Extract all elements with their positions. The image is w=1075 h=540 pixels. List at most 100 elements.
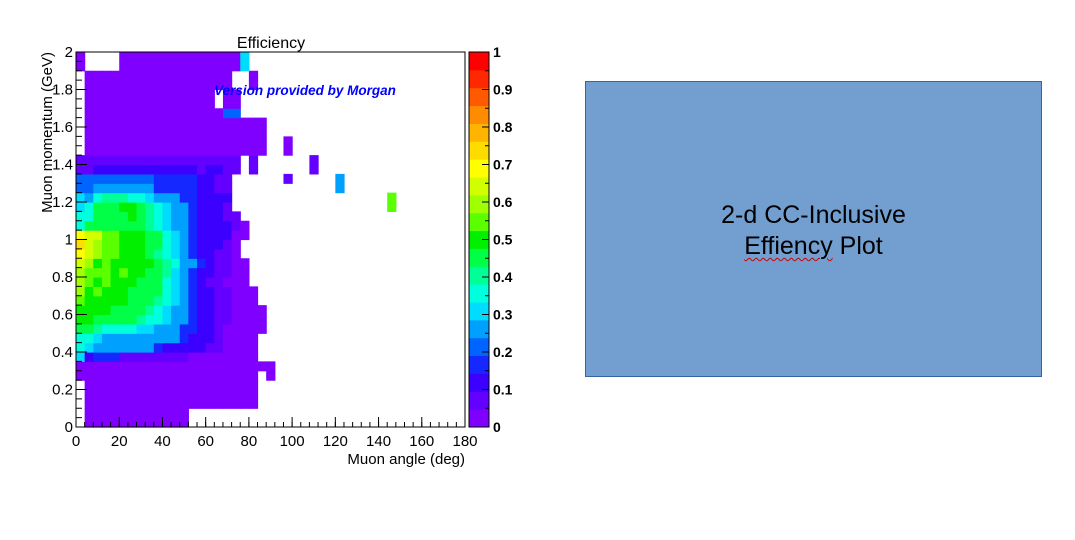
heatmap-cell (222, 183, 233, 194)
heatmap-cell (162, 173, 172, 184)
heatmap-cell (110, 192, 120, 203)
color-scale-band (469, 266, 489, 285)
heatmap-cell (84, 155, 94, 166)
heatmap-cell (179, 202, 189, 212)
heatmap-cell (136, 361, 146, 372)
heatmap-cell (162, 136, 172, 147)
heatmap-cell (257, 136, 267, 147)
heatmap-cell (127, 258, 138, 269)
heatmap-cell (188, 155, 198, 166)
heatmap-cell (145, 398, 155, 409)
heatmap-cell (101, 202, 112, 212)
heatmap-cell (188, 192, 198, 203)
heatmap-cell (145, 61, 155, 72)
heatmap-cell (179, 295, 189, 306)
heatmap-cell (101, 239, 112, 250)
heatmap-cell (171, 136, 181, 147)
heatmap-cell (93, 408, 103, 419)
heatmap-cell (119, 202, 129, 212)
heatmap-cell (119, 277, 129, 287)
heatmap-cell (93, 173, 103, 184)
heatmap-cell (153, 61, 164, 72)
heatmap-cell (179, 230, 189, 241)
heatmap-cell (84, 398, 94, 409)
heatmap-cell (240, 230, 250, 241)
heatmap-cell (127, 352, 138, 362)
heatmap-cell (119, 398, 129, 409)
heatmap-cell (214, 314, 224, 325)
heatmap-cell (93, 70, 103, 81)
heatmap-cell (197, 89, 207, 100)
heatmap-cell (162, 108, 172, 119)
heatmap-cell (145, 248, 155, 259)
heatmap-cell (136, 352, 146, 362)
heatmap-cell (214, 155, 224, 166)
heatmap-cell (197, 267, 207, 278)
heatmap-cell (205, 202, 215, 212)
x-axis: 0 20 40 60 80 100 120 140 160 180 (72, 417, 478, 450)
color-scale-band (469, 52, 489, 71)
heatmap-cell (171, 173, 181, 184)
heatmap-cell (119, 333, 129, 344)
heatmap-cell (248, 155, 259, 166)
heatmap-cell (162, 145, 172, 156)
heatmap-cell (84, 89, 94, 100)
heatmap-cell (171, 305, 181, 316)
heatmap-cell (205, 286, 215, 297)
heatmap-cell (136, 164, 146, 175)
heatmap-cell (136, 248, 146, 259)
heatmap-cell (110, 314, 120, 325)
heatmap-cell (127, 183, 138, 194)
heatmap-cell (214, 267, 224, 278)
color-scale-tick-label: 1 (493, 44, 501, 60)
heatmap-cell (84, 183, 94, 194)
heatmap-cell (145, 277, 155, 287)
heatmap-cell (171, 258, 181, 269)
heatmap-cell (248, 333, 259, 344)
heatmap-cell (179, 70, 189, 81)
heatmap-cell (93, 398, 103, 409)
heatmap-cell (110, 183, 120, 194)
heatmap-cell (127, 117, 138, 128)
heatmap-cell (110, 361, 120, 372)
heatmap-cell (110, 352, 120, 362)
heatmap-cell (93, 136, 103, 147)
heatmap-cell (136, 277, 146, 287)
y-tick-label: 0 (65, 419, 73, 436)
heatmap-cell (188, 70, 198, 81)
heatmap-cell (214, 61, 224, 72)
heatmap-cell (153, 389, 164, 400)
heatmap-cell (127, 389, 138, 400)
heatmap-cell (240, 380, 250, 391)
heatmap-cell (179, 417, 189, 428)
heatmap-cell (153, 295, 164, 306)
heatmap-cell (84, 314, 94, 325)
heatmap-cell (222, 258, 233, 269)
heatmap-cell (179, 398, 189, 409)
heatmap-cell (214, 380, 224, 391)
heatmap-cell (179, 370, 189, 381)
heatmap-cell (84, 164, 94, 175)
heatmap-cell (222, 389, 233, 400)
heatmap-cell (171, 70, 181, 81)
heatmap-cell (136, 286, 146, 297)
heatmap-cell (110, 389, 120, 400)
heatmap-cell (145, 323, 155, 334)
heatmap-cell (93, 248, 103, 259)
heatmap-cell (153, 202, 164, 212)
heatmap-cell (136, 183, 146, 194)
heatmap-cell (197, 155, 207, 166)
heatmap-cell (188, 352, 198, 362)
heatmap-cell (214, 70, 224, 81)
heatmap-cell (205, 52, 215, 62)
heatmap-cell (127, 239, 138, 250)
heatmap-cell (205, 370, 215, 381)
heatmap-cell (248, 342, 259, 353)
heatmap-cell (76, 277, 86, 287)
heatmap-cell (136, 408, 146, 419)
heatmap-cell (101, 370, 112, 381)
x-tick-label: 0 (72, 433, 80, 450)
heatmap-cell (136, 295, 146, 306)
chart-title: Efficiency (237, 35, 305, 52)
heatmap-cell (162, 286, 172, 297)
